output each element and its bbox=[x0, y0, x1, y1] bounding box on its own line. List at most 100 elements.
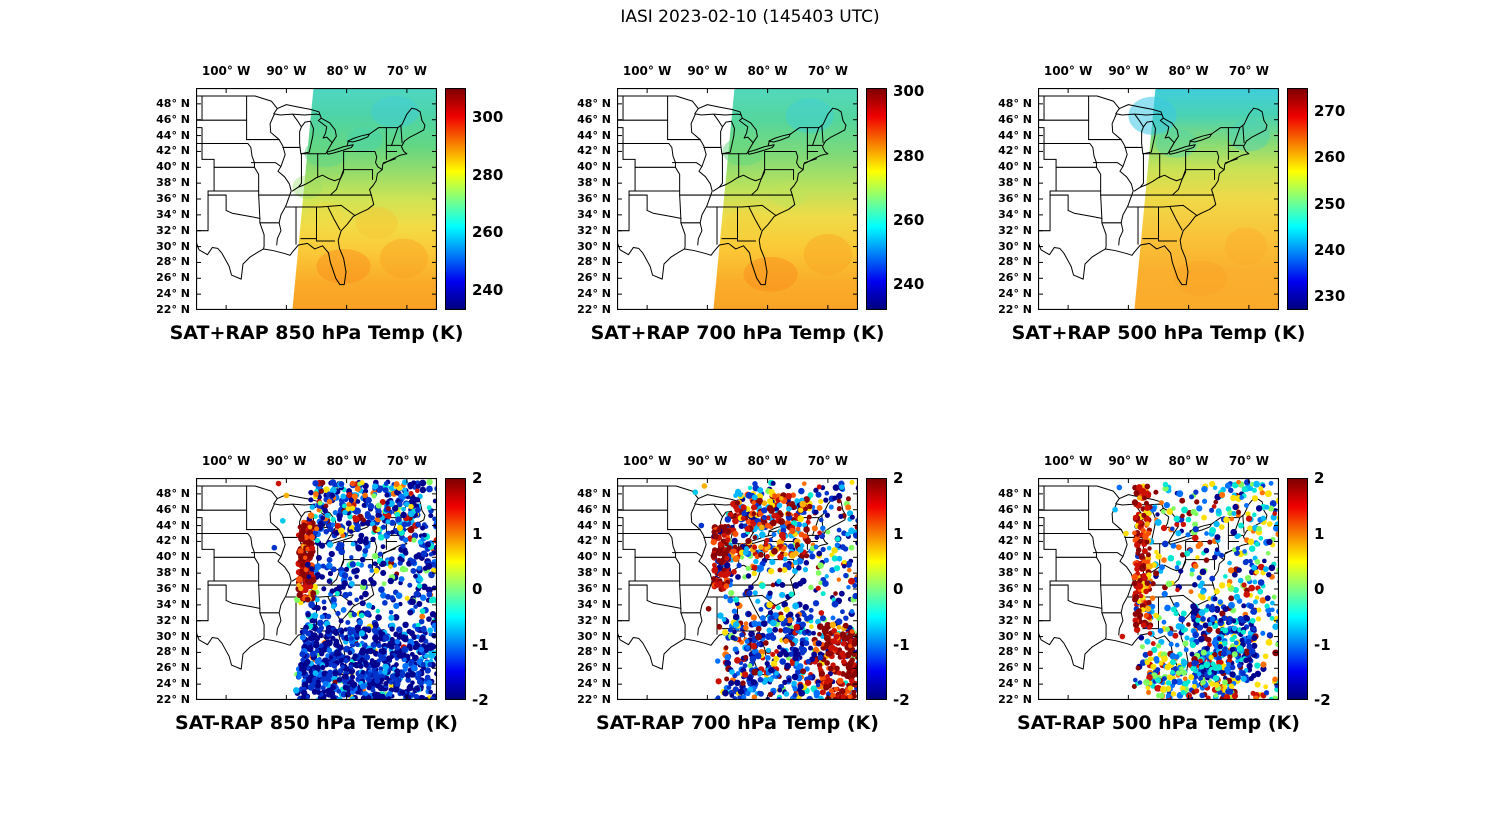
lat-tick-label: 28° N bbox=[577, 255, 611, 269]
lat-tick-label: 38° N bbox=[577, 176, 611, 190]
colorbar-tick-label: 300 bbox=[472, 107, 504, 126]
lat-tick-label: 32° N bbox=[998, 613, 1032, 627]
lon-tick-label: 70° W bbox=[807, 64, 848, 78]
lat-tick-label: 36° N bbox=[156, 582, 190, 595]
map-canvas-sat-minus-rap-700 bbox=[617, 478, 858, 700]
colorbar-tick-label: 230 bbox=[1314, 287, 1346, 306]
lon-tick-label: 100° W bbox=[622, 454, 672, 468]
lon-tick-label: 80° W bbox=[326, 64, 367, 78]
lat-tick-label: 36° N bbox=[577, 192, 611, 205]
map-panel-sat-plus-rap-850: 100° W 90° W 80° W 70° W 48° N 46° N 44° N 42°… bbox=[136, 62, 536, 366]
colorbar-tick-label: 280 bbox=[472, 165, 504, 184]
lat-tick-label: 26° N bbox=[577, 271, 611, 285]
scatter-dots bbox=[692, 479, 858, 700]
lat-tick-label: 30° N bbox=[998, 629, 1032, 643]
colorbar bbox=[866, 478, 887, 700]
colorbar-tick-label: 280 bbox=[893, 146, 925, 165]
lon-tick-label: 80° W bbox=[1168, 454, 1209, 468]
axis-tick-marks bbox=[617, 478, 858, 700]
colorbar-tick-label: 270 bbox=[1314, 102, 1346, 121]
colorbar-tick-label: 0 bbox=[893, 580, 904, 598]
lat-tick-label: 34° N bbox=[156, 597, 190, 611]
lat-tick-label: 24° N bbox=[156, 677, 190, 691]
lon-tick-label: 90° W bbox=[1108, 454, 1149, 468]
colorbar-tick-labels: 2 1 0 -1 -2 bbox=[1314, 469, 1376, 709]
lat-tick-label: 48° N bbox=[156, 486, 190, 500]
panel-title: SAT+RAP 850 hPa Temp (K) bbox=[169, 322, 464, 344]
lat-tick-label: 26° N bbox=[156, 271, 190, 285]
colorbar-tick-label: 240 bbox=[1314, 240, 1346, 259]
lat-tick-label: 26° N bbox=[998, 661, 1032, 675]
lat-tick-label: 38° N bbox=[577, 566, 611, 580]
colorbar-tick-label: 300 bbox=[893, 82, 925, 101]
lat-tick-label: 46° N bbox=[577, 502, 611, 516]
lat-tick-label: 40° N bbox=[577, 160, 611, 174]
lon-tick-label: 100° W bbox=[201, 64, 251, 78]
lon-tick-label: 80° W bbox=[747, 64, 788, 78]
lat-tick-label: 22° N bbox=[998, 303, 1032, 316]
lat-tick-label: 36° N bbox=[998, 192, 1032, 205]
lat-tick-label: 24° N bbox=[577, 287, 611, 301]
lat-tick-label: 38° N bbox=[156, 566, 190, 580]
lat-tick-label: 26° N bbox=[156, 661, 190, 675]
lat-tick-label: 42° N bbox=[156, 144, 190, 158]
colorbar-tick-label: 240 bbox=[893, 275, 925, 294]
lat-tick-label: 28° N bbox=[998, 645, 1032, 659]
lat-tick-label: 44° N bbox=[998, 518, 1032, 532]
longitude-axis-labels: 100° W 90° W 80° W 70° W bbox=[1038, 454, 1279, 472]
colorbar-gradient bbox=[446, 479, 465, 699]
colorbar-tick-label: 260 bbox=[1314, 148, 1346, 167]
map-plot bbox=[196, 88, 437, 310]
lat-tick-label: 34° N bbox=[156, 207, 190, 221]
lat-tick-label: 42° N bbox=[998, 144, 1032, 158]
lat-tick-label: 28° N bbox=[998, 255, 1032, 269]
lat-tick-label: 46° N bbox=[156, 502, 190, 516]
colorbar-tick-label: 1 bbox=[893, 524, 904, 543]
panel-title: SAT-RAP 850 hPa Temp (K) bbox=[175, 712, 458, 734]
lon-tick-label: 100° W bbox=[1043, 454, 1093, 468]
lat-tick-label: 44° N bbox=[156, 518, 190, 532]
colorbar-tick-label: 260 bbox=[893, 210, 925, 229]
colorbar bbox=[866, 88, 887, 310]
lon-tick-label: 100° W bbox=[201, 454, 251, 468]
lat-tick-label: 38° N bbox=[998, 566, 1032, 580]
lat-tick-label: 30° N bbox=[577, 239, 611, 253]
lat-tick-label: 34° N bbox=[577, 597, 611, 611]
lat-tick-label: 26° N bbox=[577, 661, 611, 675]
lon-tick-label: 80° W bbox=[1168, 64, 1209, 78]
colorbar-tick-label: 1 bbox=[1314, 524, 1325, 543]
colorbar-tick-labels: 270 260 250 240 230 bbox=[1314, 88, 1376, 310]
colorbar bbox=[1287, 88, 1308, 310]
colorbar bbox=[1287, 478, 1308, 700]
panel-title: SAT+RAP 700 hPa Temp (K) bbox=[590, 322, 885, 344]
colorbar-tick-label: -1 bbox=[893, 635, 910, 654]
lat-tick-label: 32° N bbox=[577, 613, 611, 627]
lat-tick-label: 42° N bbox=[577, 534, 611, 548]
lat-tick-label: 48° N bbox=[577, 96, 611, 110]
lat-tick-label: 26° N bbox=[998, 271, 1032, 285]
lat-tick-label: 48° N bbox=[998, 96, 1032, 110]
lat-tick-label: 46° N bbox=[998, 112, 1032, 126]
lat-tick-label: 42° N bbox=[577, 144, 611, 158]
map-canvas-sat-minus-rap-850 bbox=[196, 478, 437, 700]
lat-tick-label: 24° N bbox=[998, 677, 1032, 691]
lon-tick-label: 80° W bbox=[747, 454, 788, 468]
map-plot bbox=[1038, 88, 1279, 310]
lat-tick-label: 24° N bbox=[998, 287, 1032, 301]
lat-tick-label: 32° N bbox=[577, 223, 611, 237]
colorbar-tick-label: 0 bbox=[1314, 580, 1325, 598]
colorbar bbox=[445, 478, 466, 700]
map-panel-sat-minus-rap-500: 100° W 90° W 80° W 70° W 48° N 46° N 44° N 42°… bbox=[978, 452, 1378, 756]
lat-tick-label: 48° N bbox=[998, 486, 1032, 500]
lat-tick-label: 42° N bbox=[156, 534, 190, 548]
axes-frame bbox=[1038, 88, 1279, 310]
colorbar bbox=[445, 88, 466, 310]
lat-tick-label: 40° N bbox=[156, 160, 190, 174]
lon-tick-label: 90° W bbox=[1108, 64, 1149, 78]
figure-title: IASI 2023-02-10 (145403 UTC) bbox=[620, 7, 880, 27]
longitude-axis-labels: 100° W 90° W 80° W 70° W bbox=[617, 454, 858, 472]
lat-tick-label: 34° N bbox=[998, 597, 1032, 611]
lat-tick-label: 42° N bbox=[998, 534, 1032, 548]
retrieval-swath bbox=[713, 88, 858, 310]
